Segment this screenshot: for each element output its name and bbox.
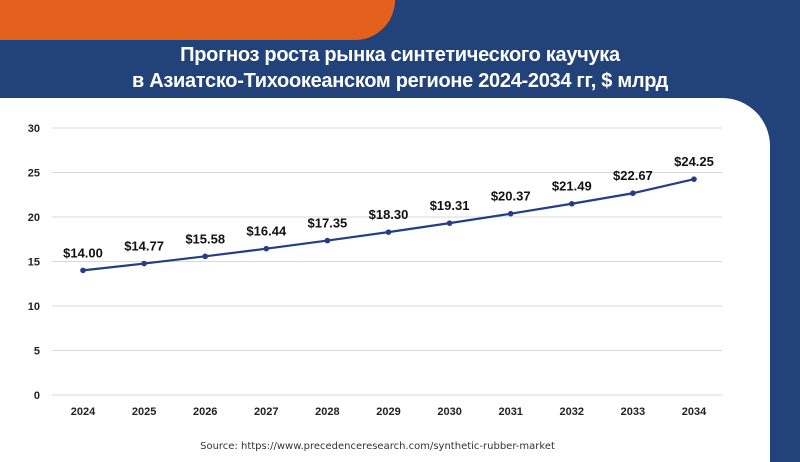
data-label-2033: $22.67 — [613, 168, 653, 183]
data-label-2029: $18.30 — [369, 207, 409, 222]
x-tick-label-2025: 2025 — [132, 406, 156, 418]
chart-card: 0 5 10 15 20 25 30 2024 2025 2026 2027 2028 2029 2030… — [0, 98, 770, 462]
source-note: Source: https://www.precedenceresearch.c… — [200, 441, 555, 452]
x-tick-label-2032: 2032 — [560, 406, 584, 418]
data-point-2026 — [202, 253, 208, 260]
y-tick-label-25: 25 — [28, 168, 40, 180]
data-point-2029 — [385, 229, 392, 235]
data-label-2028: $17.35 — [308, 216, 348, 231]
chart-title: Прогноз роста рынка синтетического каучу… — [0, 42, 800, 94]
y-tick-label-5: 5 — [34, 346, 40, 358]
data-point-2027 — [263, 245, 270, 252]
chart-title-line-1: Прогноз роста рынка синтетического каучу… — [180, 44, 620, 66]
x-tick-label-2026: 2026 — [193, 406, 217, 418]
accent-tab — [0, 0, 395, 40]
y-tick-label-0: 0 — [34, 390, 40, 402]
chart-title-line-2: в Азиатско-Тихоокеанском регионе 2024-20… — [131, 70, 669, 92]
x-tick-label-2030: 2030 — [437, 406, 461, 418]
data-point-2028 — [324, 237, 331, 244]
data-label-2032: $21.49 — [552, 179, 592, 194]
data-label-2026: $15.58 — [185, 231, 225, 246]
data-label-2027: $16.44 — [246, 224, 287, 239]
x-tick-label-2031: 2031 — [498, 406, 522, 418]
data-point-2030 — [446, 220, 453, 226]
data-point-2032 — [569, 200, 575, 207]
x-tick-label-2028: 2028 — [315, 406, 339, 418]
data-label-2031: $20.37 — [491, 189, 531, 204]
y-tick-label-10: 10 — [28, 301, 40, 313]
data-point-2031 — [507, 210, 514, 217]
data-label-2030: $19.31 — [430, 198, 470, 213]
x-tick-label-2034: 2034 — [682, 406, 707, 418]
y-tick-label-20: 20 — [28, 212, 40, 224]
data-point-2024 — [80, 267, 86, 274]
y-tick-label-30: 30 — [28, 123, 40, 135]
data-point-2033 — [630, 190, 636, 197]
data-label-2034: $24.25 — [674, 154, 714, 169]
x-tick-label-2027: 2027 — [254, 406, 278, 418]
data-label-2024: $14.00 — [63, 245, 103, 260]
series-line — [82, 178, 695, 272]
data-label-2025: $14.77 — [124, 239, 164, 254]
x-tick-label-2033: 2033 — [621, 406, 645, 418]
data-point-2034 — [691, 176, 697, 182]
x-tick-label-2024: 2024 — [71, 406, 96, 418]
x-tick-label-2029: 2029 — [376, 406, 400, 418]
y-tick-label-15: 15 — [28, 257, 40, 269]
data-point-2025 — [141, 260, 147, 267]
